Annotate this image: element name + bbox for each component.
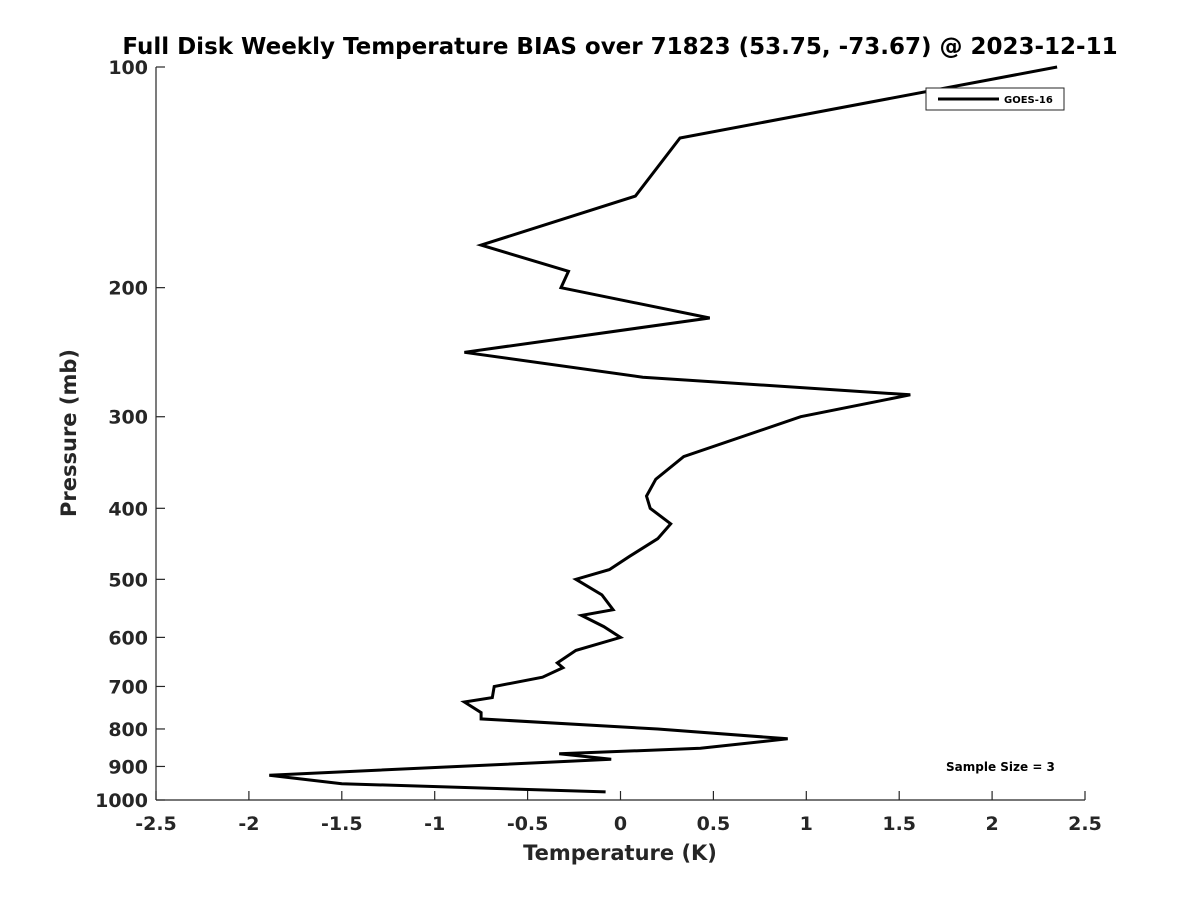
y-tick-label: 700 (108, 676, 148, 698)
y-tick-label: 900 (108, 756, 148, 778)
chart-title: Full Disk Weekly Temperature BIAS over 7… (122, 34, 1117, 60)
y-tick-label: 1000 (95, 790, 148, 812)
x-ticks: -2.5 -2 -1.5 -1 -0.5 0 0.5 1 1.5 2 2.5 (135, 791, 1102, 835)
y-tick-label: 400 (108, 498, 148, 520)
y-ticks: 100 200 300 400 500 600 700 800 900 1000 (95, 57, 165, 812)
x-tick-label: -1 (424, 813, 445, 835)
legend: GOES-16 (925, 87, 1065, 111)
series-layer (269, 65, 1058, 794)
sample-size-annotation: Sample Size = 3 (946, 760, 1055, 774)
legend-label-goes-16: GOES-16 (1004, 95, 1053, 106)
x-tick-label: -1.5 (321, 813, 363, 835)
y-tick-label: 600 (108, 627, 148, 649)
series-line-goes-16 (269, 65, 1058, 794)
x-tick-label: 1 (800, 813, 813, 835)
y-tick-label: 800 (108, 719, 148, 741)
x-tick-label: 2 (985, 813, 998, 835)
x-tick-label: 1.5 (882, 813, 916, 835)
y-tick-label: 100 (108, 57, 148, 79)
x-axis-label: Temperature (K) (523, 841, 717, 865)
y-tick-label: 500 (108, 569, 148, 591)
x-tick-label: 2.5 (1068, 813, 1102, 835)
x-tick-label: 0.5 (697, 813, 731, 835)
y-tick-label: 300 (108, 407, 148, 429)
x-tick-label: -2 (238, 813, 259, 835)
y-tick-label: 200 (108, 278, 148, 300)
y-axis-label: Pressure (mb) (57, 349, 81, 517)
x-tick-label: -0.5 (507, 813, 549, 835)
x-tick-label: 0 (614, 813, 627, 835)
x-tick-label: -2.5 (135, 813, 177, 835)
